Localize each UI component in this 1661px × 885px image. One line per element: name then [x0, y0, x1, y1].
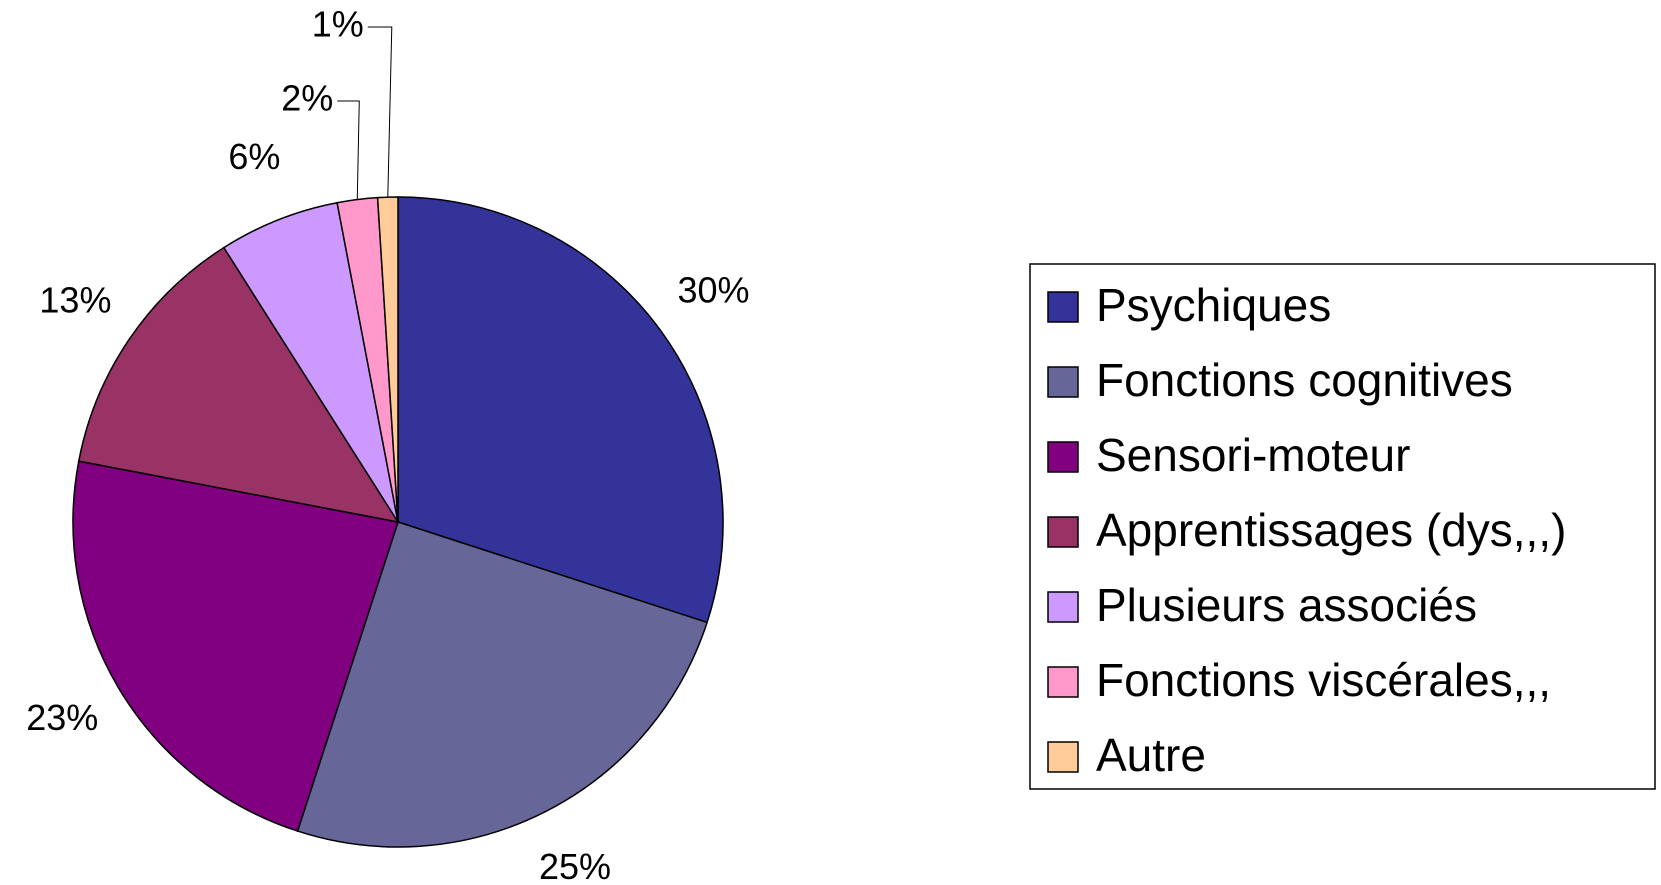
data-label: 2% [281, 78, 333, 119]
legend-swatch [1047, 366, 1079, 398]
data-label: 23% [26, 697, 98, 738]
pie-slice [397, 196, 724, 624]
legend-swatch [1047, 591, 1079, 623]
legend-label: Fonctions cognitives [1096, 354, 1513, 406]
legend-label: Apprentissages (dys,,,) [1096, 504, 1566, 556]
legend-box [1029, 263, 1656, 790]
data-label: 6% [228, 136, 280, 177]
legend-label: Plusieurs associés [1096, 579, 1477, 631]
legend-swatch [1047, 516, 1079, 548]
legend-swatch [1047, 291, 1079, 323]
data-label: 30% [677, 269, 749, 310]
legend-swatch [1047, 741, 1079, 773]
pie-slice [72, 460, 399, 833]
data-label: 1% [312, 4, 364, 45]
data-label: 25% [539, 846, 611, 885]
data-label: 13% [39, 279, 111, 320]
legend-swatch [1047, 666, 1079, 698]
pie-slice [296, 521, 709, 848]
legend-label: Sensori-moteur [1096, 429, 1410, 481]
leader-line [337, 100, 360, 200]
pie-slice [222, 201, 399, 523]
legend-label: Fonctions viscérales,,, [1096, 654, 1551, 706]
legend-label: Autre [1096, 729, 1206, 781]
legend-label: Psychiques [1096, 279, 1331, 331]
pie-slice [77, 246, 400, 524]
leader-line [367, 26, 393, 198]
legend-swatch [1047, 441, 1079, 473]
